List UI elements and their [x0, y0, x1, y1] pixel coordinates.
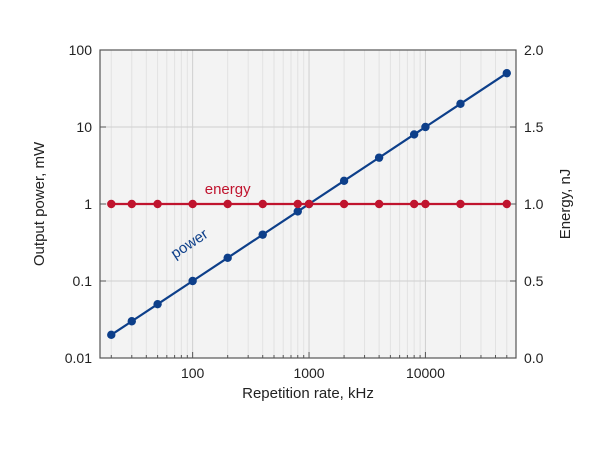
data-point-power: [502, 68, 511, 78]
y2-tick-label: 0.0: [524, 350, 544, 366]
data-point-energy: [293, 199, 302, 209]
data-point-energy: [456, 199, 465, 209]
x-tick-label: 1000: [293, 365, 324, 381]
data-point-power: [258, 230, 267, 239]
y2-tick-label: 2.0: [524, 42, 544, 58]
data-point-power: [107, 330, 116, 340]
y2-tick-label: 1.5: [524, 119, 544, 135]
data-point-energy: [339, 199, 349, 209]
data-point-energy: [153, 199, 162, 209]
data-point-power: [223, 253, 232, 263]
data-point-energy: [409, 199, 419, 209]
data-point-power: [409, 130, 419, 139]
y-tick-label: 1: [84, 196, 92, 212]
y-tick-label: 0.01: [65, 350, 92, 366]
data-point-energy: [223, 199, 232, 209]
data-point-power: [456, 99, 465, 109]
y2-axis-title: Energy, nJ: [557, 169, 574, 240]
data-point-energy: [374, 199, 384, 209]
data-point-energy: [107, 199, 116, 209]
y-tick-label: 100: [69, 42, 93, 58]
x-tick-label: 100: [181, 365, 205, 381]
data-point-power: [127, 317, 136, 326]
y-tick-label: 10: [76, 119, 92, 135]
x-tick-label: 10000: [406, 365, 445, 381]
data-point-energy: [188, 199, 197, 209]
data-point-power: [293, 207, 302, 216]
data-point-power: [188, 276, 197, 286]
data-point-energy: [421, 199, 430, 209]
data-point-power: [339, 176, 349, 186]
data-point-energy: [304, 199, 314, 209]
y-axis-title: Output power, mW: [31, 141, 48, 266]
data-point-power: [153, 299, 162, 309]
data-point-energy: [127, 199, 136, 209]
series-label-energy: energy: [205, 181, 251, 198]
y-tick-label: 0.1: [73, 273, 93, 289]
data-point-power: [374, 153, 384, 162]
y2-tick-label: 0.5: [524, 273, 544, 289]
x-axis-title: Repetition rate, kHz: [242, 385, 374, 402]
data-point-energy: [258, 199, 267, 209]
y2-tick-label: 1.0: [524, 196, 544, 212]
data-point-energy: [502, 199, 511, 209]
data-point-power: [421, 122, 430, 132]
